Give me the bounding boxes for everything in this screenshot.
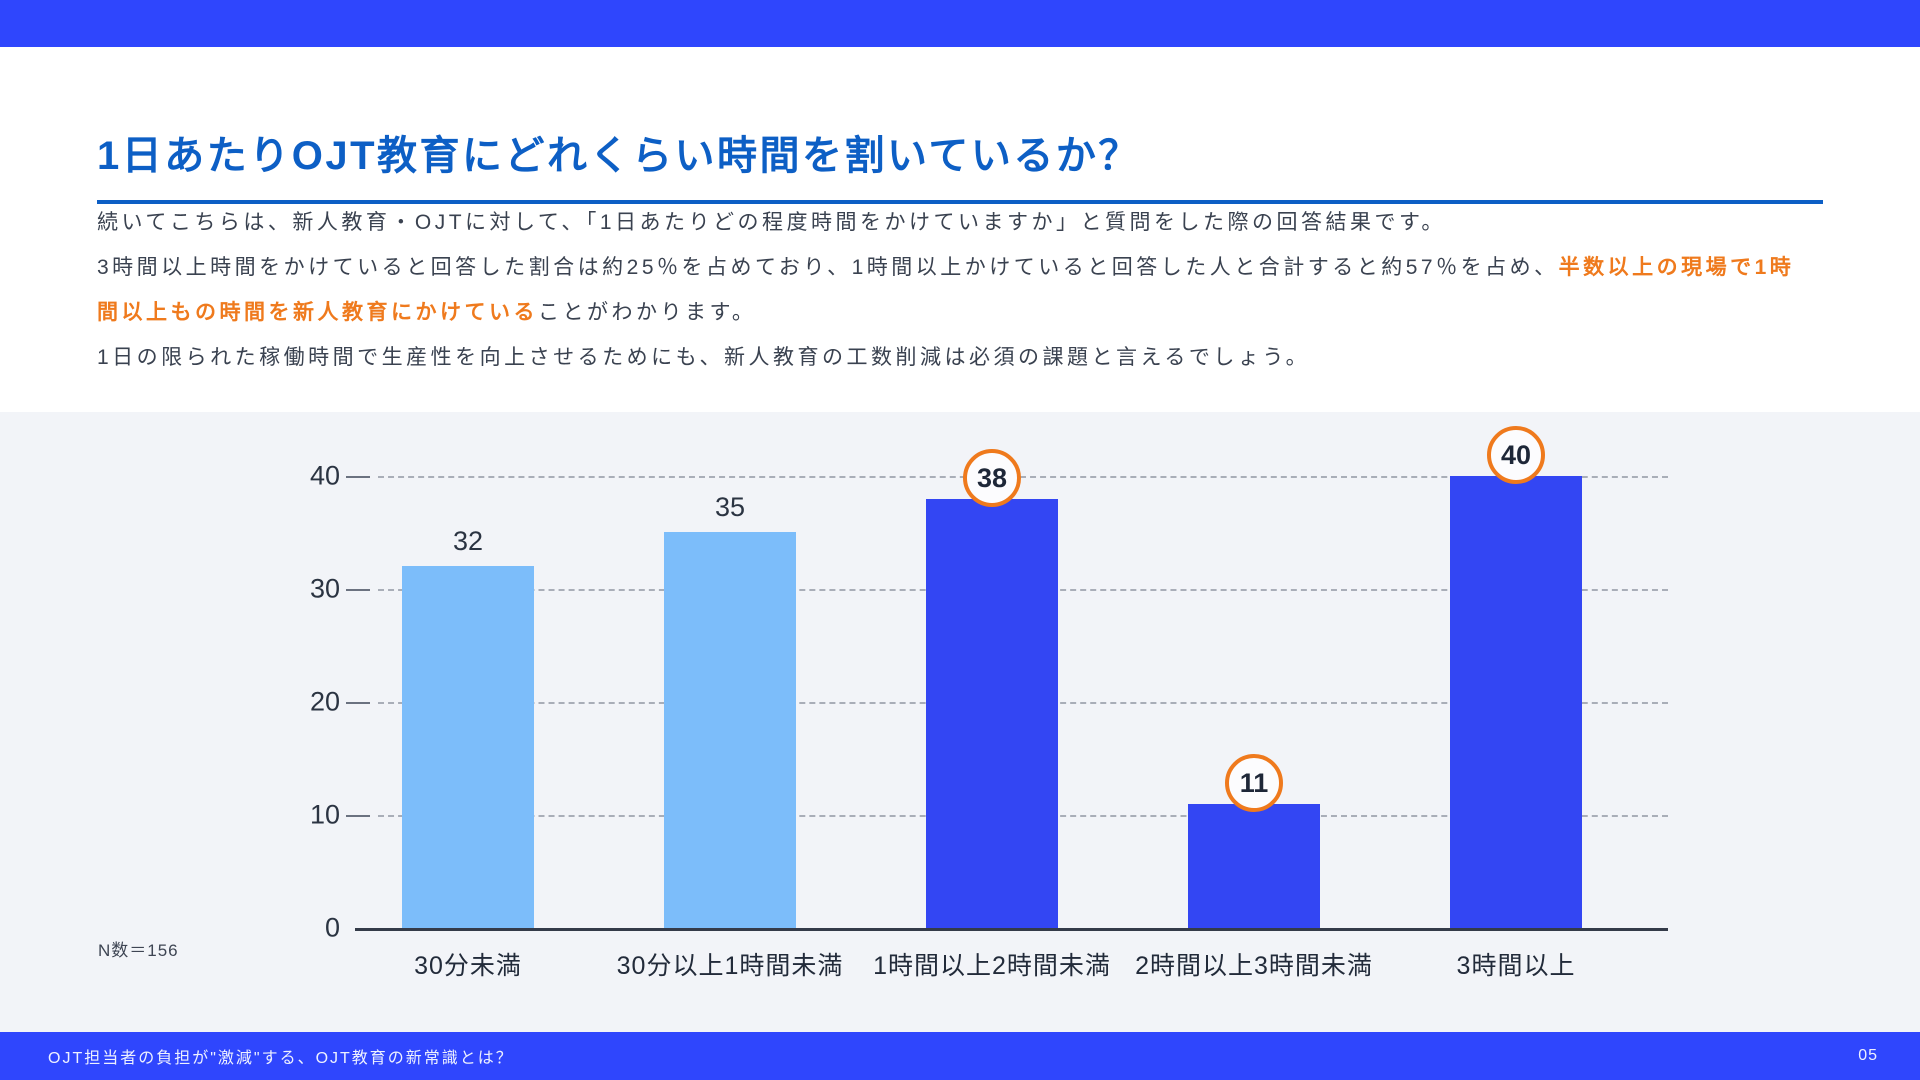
- bar-0: [402, 566, 534, 928]
- y-axis-label-40: 40: [309, 460, 340, 491]
- highlight-text: 半数以上の現場で1時間以上もの時間を新人教育にかけている: [97, 256, 1795, 324]
- y-axis-label-10: 10: [309, 799, 340, 830]
- body-text: 続いてこちらは、新人教育・OJTに対して、「1日あたりどの程度時間をかけています…: [97, 200, 1797, 380]
- x-axis-line: [355, 928, 1668, 931]
- bar-chart: N数＝156 0 10 20 30 40 32 30分未満 35 30分以上1時間未満 38 1時間…: [0, 412, 1920, 1032]
- bar-1: [664, 532, 796, 928]
- paragraph-3: 1日の限られた稼働時間で生産性を向上させるためにも、新人教育の工数削減は必須の課…: [97, 346, 1311, 369]
- page-title: 1日あたりOJT教育にどれくらい時間を割いているか？: [97, 132, 1823, 204]
- bar-4: [1450, 476, 1582, 928]
- y-axis-tick: [346, 815, 370, 817]
- y-axis-tick: [346, 476, 370, 478]
- sample-size-label: N数＝156: [98, 941, 179, 960]
- bar-badge-2: 38: [963, 449, 1021, 507]
- y-axis-tick: [346, 702, 370, 704]
- y-axis-label-0: 0: [324, 912, 340, 943]
- gridline-40: [378, 476, 1668, 478]
- bar-badge-3: 11: [1225, 754, 1283, 812]
- paragraph-2: 3時間以上時間をかけていると回答した割合は約25％を占めており、1時間以上かけて…: [97, 256, 1795, 324]
- bar-3: [1188, 804, 1320, 928]
- footer-bar: OJT担当者の負担が"激減"する、OJT教育の新常識とは？ 05: [0, 1032, 1920, 1080]
- x-axis-label-0: 30分未満: [414, 952, 522, 980]
- bar-value-label-0: 32: [452, 526, 484, 556]
- x-axis-label-1: 30分以上1時間未満: [616, 952, 844, 980]
- bar-value-label-1: 35: [714, 492, 746, 522]
- y-axis-tick: [346, 589, 370, 591]
- paragraph-1: 続いてこちらは、新人教育・OJTに対して、「1日あたりどの程度時間をかけています…: [97, 211, 1446, 234]
- x-axis-label-4: 3時間以上: [1456, 952, 1576, 980]
- footer-title: OJT担当者の負担が"激減"する、OJT教育の新常識とは？: [48, 1050, 514, 1067]
- bar-badge-4: 40: [1487, 426, 1545, 484]
- top-accent-bar: [0, 0, 1920, 47]
- x-axis-label-2: 1時間以上2時間未満: [873, 952, 1111, 980]
- y-axis-label-30: 30: [309, 573, 340, 604]
- page-number: 05: [1858, 1047, 1878, 1064]
- y-axis-label-20: 20: [309, 686, 340, 717]
- x-axis-label-3: 2時間以上3時間未満: [1135, 952, 1373, 980]
- bar-2: [926, 499, 1058, 928]
